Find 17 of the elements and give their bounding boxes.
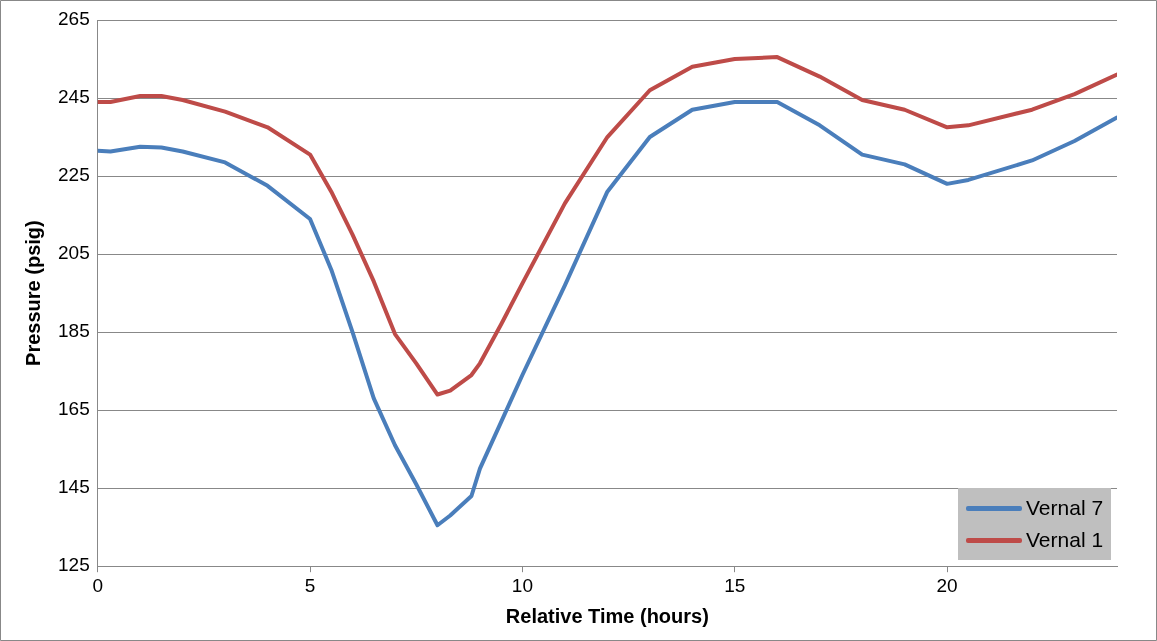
x-axis-title: Relative Time (hours) bbox=[505, 604, 709, 627]
x-tick-label: 0 bbox=[92, 574, 103, 596]
x-tick-label: 5 bbox=[304, 574, 316, 596]
legend-label: Vernal 1 bbox=[1026, 528, 1104, 553]
y-tick-label: 125 bbox=[58, 554, 90, 576]
y-tick-label: 205 bbox=[58, 242, 90, 264]
x-tick-label: 15 bbox=[724, 574, 746, 596]
y-tick-label: 165 bbox=[58, 398, 90, 420]
y-tick-label: 245 bbox=[58, 86, 90, 108]
y-tick-label: 145 bbox=[58, 476, 90, 498]
x-tick-label: 20 bbox=[936, 574, 958, 596]
y-axis-title: Pressure (psig) bbox=[21, 220, 44, 366]
legend-label: Vernal 7 bbox=[1026, 496, 1104, 521]
y-tick-label: 265 bbox=[58, 8, 90, 30]
y-tick-label: 225 bbox=[58, 164, 90, 186]
y-tick-label: 185 bbox=[58, 320, 90, 342]
x-tick-label: 10 bbox=[511, 574, 533, 596]
